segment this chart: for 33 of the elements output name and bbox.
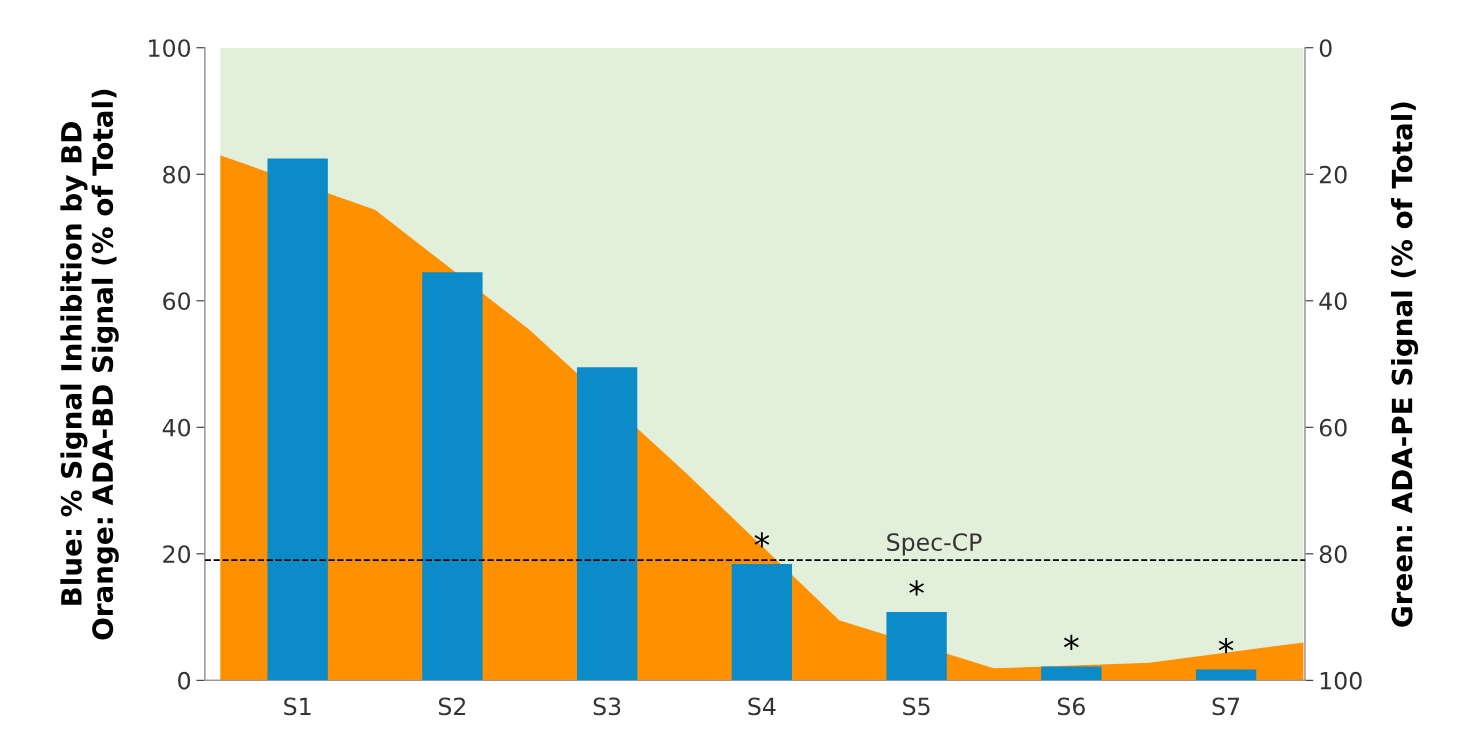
- y2-tick-label: 60: [1319, 418, 1347, 437]
- x-tick-label: S5: [903, 697, 930, 716]
- y2-tick-label: 40: [1319, 292, 1347, 311]
- x-tick-label: S6: [1057, 697, 1085, 716]
- y2-tick-label: 80: [1319, 545, 1347, 564]
- x-tick-label: S4: [748, 697, 776, 716]
- x-tick-label: S7: [1212, 697, 1240, 716]
- y-tick-label: 20: [163, 545, 191, 564]
- bar: [422, 272, 483, 681]
- y2-axis-title: Green: ADA-PE Signal (% of Total): [1391, 102, 1419, 627]
- bar: [1195, 669, 1257, 681]
- y2-tick-label: 20: [1319, 165, 1347, 184]
- bar: [886, 612, 947, 681]
- annotation: *: [909, 580, 924, 596]
- ref-line-label: Spec-CP: [887, 533, 982, 556]
- y-tick-label: 0: [178, 671, 191, 690]
- annotation: *: [1218, 637, 1234, 654]
- bar: [576, 367, 638, 681]
- y2-tick-label: 100: [1320, 671, 1362, 690]
- bar: [731, 563, 793, 681]
- y-axis-title: Blue: % Signal Inhibition by BD Orange: ADA-BD Signal (% of Total): [60, 89, 119, 640]
- y-tick-label: 60: [163, 292, 191, 311]
- x-tick-label: S2: [438, 697, 466, 716]
- y2-tick-label: 0: [1319, 39, 1332, 58]
- bar: [1041, 666, 1102, 681]
- annotation: *: [1064, 634, 1079, 650]
- y-tick-label: 80: [163, 165, 191, 184]
- bar: [267, 158, 328, 681]
- x-tick-label: S1: [284, 697, 311, 716]
- y-tick-label: 40: [162, 418, 191, 437]
- y-tick-label: 100: [149, 39, 191, 58]
- annotation: *: [754, 532, 770, 548]
- x-tick-label: S3: [593, 697, 621, 716]
